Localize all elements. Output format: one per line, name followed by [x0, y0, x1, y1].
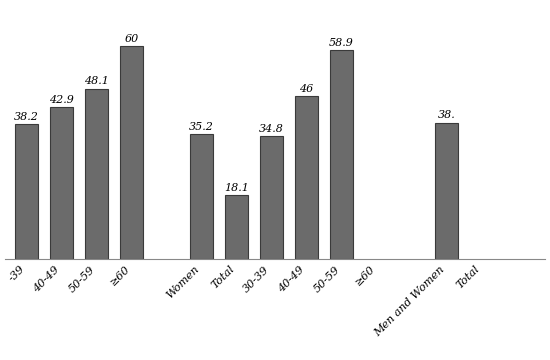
Text: 35.2: 35.2: [189, 122, 214, 132]
Bar: [120, 46, 143, 259]
Text: 34.8: 34.8: [259, 123, 284, 134]
Bar: [85, 89, 108, 259]
Bar: [295, 96, 318, 259]
Text: 46: 46: [299, 84, 314, 94]
Text: 60: 60: [124, 34, 139, 44]
Bar: [190, 134, 213, 259]
Bar: [330, 50, 353, 259]
Bar: [15, 123, 38, 259]
Text: 42.9: 42.9: [49, 95, 74, 105]
Bar: [50, 107, 73, 259]
Bar: [260, 136, 283, 259]
Text: 38.2: 38.2: [14, 112, 39, 122]
Text: 58.9: 58.9: [329, 38, 354, 48]
Bar: [225, 195, 248, 259]
Text: 18.1: 18.1: [224, 183, 249, 193]
Bar: [435, 122, 458, 259]
Text: 38.: 38.: [438, 111, 455, 121]
Text: 48.1: 48.1: [84, 76, 109, 86]
